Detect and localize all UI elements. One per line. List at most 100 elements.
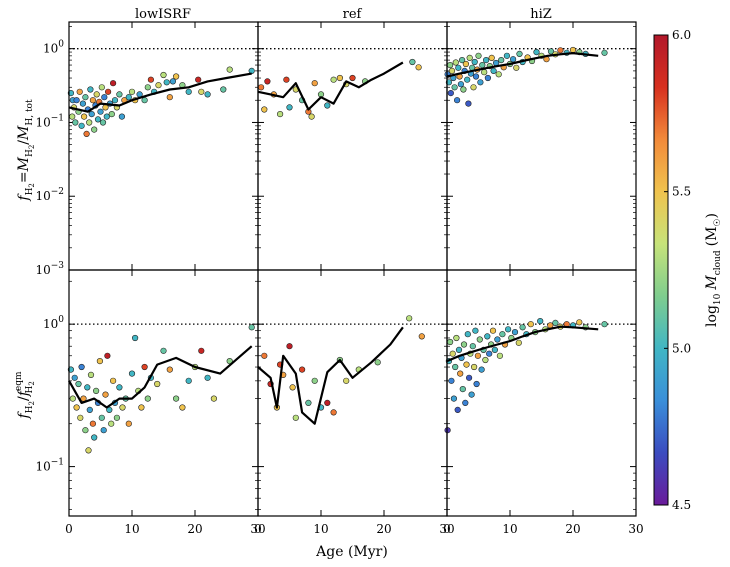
ylabel-top-m1-sub2: 2 [28, 145, 36, 149]
data-point [166, 94, 173, 101]
data-point [409, 58, 416, 66]
ylabel-top-m2: M [16, 125, 32, 141]
data-point [92, 387, 100, 395]
ylabel-bottom-f: f [16, 411, 32, 420]
data-point [154, 380, 161, 388]
data-point [72, 119, 79, 126]
data-point [160, 71, 167, 79]
data-point [484, 74, 492, 82]
data-point [537, 318, 544, 325]
x-tick-label: 20 [187, 522, 202, 536]
colorbar-gradient [653, 34, 669, 506]
data-point [80, 113, 88, 120]
colorbar-label-m: M [704, 275, 720, 291]
data-point [557, 47, 564, 54]
x-tick-label: 0 [65, 522, 73, 536]
data-point [97, 108, 104, 115]
data-point [185, 88, 192, 95]
colorbar-label-msub: cloud [713, 250, 723, 275]
colorbar-label-sub: 10 [713, 293, 723, 305]
data-point [477, 79, 484, 86]
x-tick-label: 30 [628, 522, 643, 536]
data-point [116, 384, 123, 391]
data-point [519, 324, 526, 331]
colorbar-tick-label: 5.0 [672, 341, 691, 355]
data-point [454, 406, 461, 414]
ylabel-bottom-sup: eqm [14, 371, 24, 391]
data-point [472, 73, 480, 80]
panel-r0-c2 [444, 21, 637, 271]
data-point [89, 420, 96, 427]
data-point [533, 48, 540, 56]
data-point [496, 352, 504, 359]
panel-r0-c0: 10−3 10−2 10−1 100 [35, 21, 259, 277]
data-point [147, 76, 154, 83]
x-tick-label: 20 [376, 522, 391, 536]
data-point [220, 86, 227, 93]
data-point [198, 88, 205, 95]
data-point [547, 48, 555, 55]
data-point [87, 371, 95, 379]
colorbar-label-log: log [704, 305, 720, 327]
x-tick-label: 0 [443, 522, 451, 536]
data-point [69, 113, 76, 120]
data-point [109, 377, 117, 384]
data-point [141, 97, 148, 104]
data-point [132, 334, 139, 342]
ylabel-top-m1-sub: H [25, 149, 35, 157]
x-tick-label: 0 [254, 522, 262, 536]
data-point [503, 52, 511, 59]
data-point [111, 97, 119, 104]
colorbar-label: log10 Mcloud (M☉) [704, 213, 723, 327]
data-point [91, 434, 98, 441]
data-point [198, 347, 205, 354]
data-point [78, 363, 85, 371]
x-tick-label: 10 [313, 522, 328, 536]
median-line [68, 72, 252, 113]
data-point [104, 352, 111, 359]
y-tick-label: 10−3 [35, 261, 64, 277]
data-point [343, 377, 350, 384]
data-point [71, 374, 78, 381]
data-point [289, 384, 296, 391]
data-point [463, 361, 470, 368]
data-point [481, 69, 488, 76]
data-point [499, 331, 506, 338]
data-point [449, 350, 456, 357]
data-point [77, 414, 84, 421]
data-point [459, 386, 466, 393]
colorbar: 4.5 5.0 5.5 6.0 [653, 28, 691, 512]
panel-frame [68, 21, 259, 271]
data-point [452, 363, 459, 371]
data-point [108, 420, 115, 427]
data-point [118, 113, 125, 120]
data-point [185, 377, 192, 384]
data-point [495, 71, 502, 78]
data-point [125, 420, 132, 427]
data-point [82, 427, 89, 434]
data-point [490, 67, 497, 74]
data-point [113, 414, 120, 421]
data-point [349, 74, 356, 82]
data-point [569, 46, 577, 54]
data-point [109, 80, 117, 87]
data-point [460, 86, 467, 93]
data-point [498, 56, 505, 64]
data-point [88, 110, 95, 118]
data-point [286, 343, 293, 350]
data-point [452, 59, 459, 66]
ylabel-top-eq: = [16, 171, 32, 183]
data-point [457, 370, 464, 377]
data-point [451, 84, 458, 91]
data-point [286, 104, 293, 111]
data-point [516, 50, 523, 58]
data-point [447, 338, 454, 346]
data-point [264, 78, 271, 85]
colorbar-label-sun: ☉ [713, 219, 723, 227]
data-point [144, 84, 151, 91]
data-point [513, 64, 520, 71]
data-point [104, 88, 112, 95]
data-point [94, 116, 102, 123]
data-point [489, 327, 497, 334]
data-point [336, 74, 344, 82]
